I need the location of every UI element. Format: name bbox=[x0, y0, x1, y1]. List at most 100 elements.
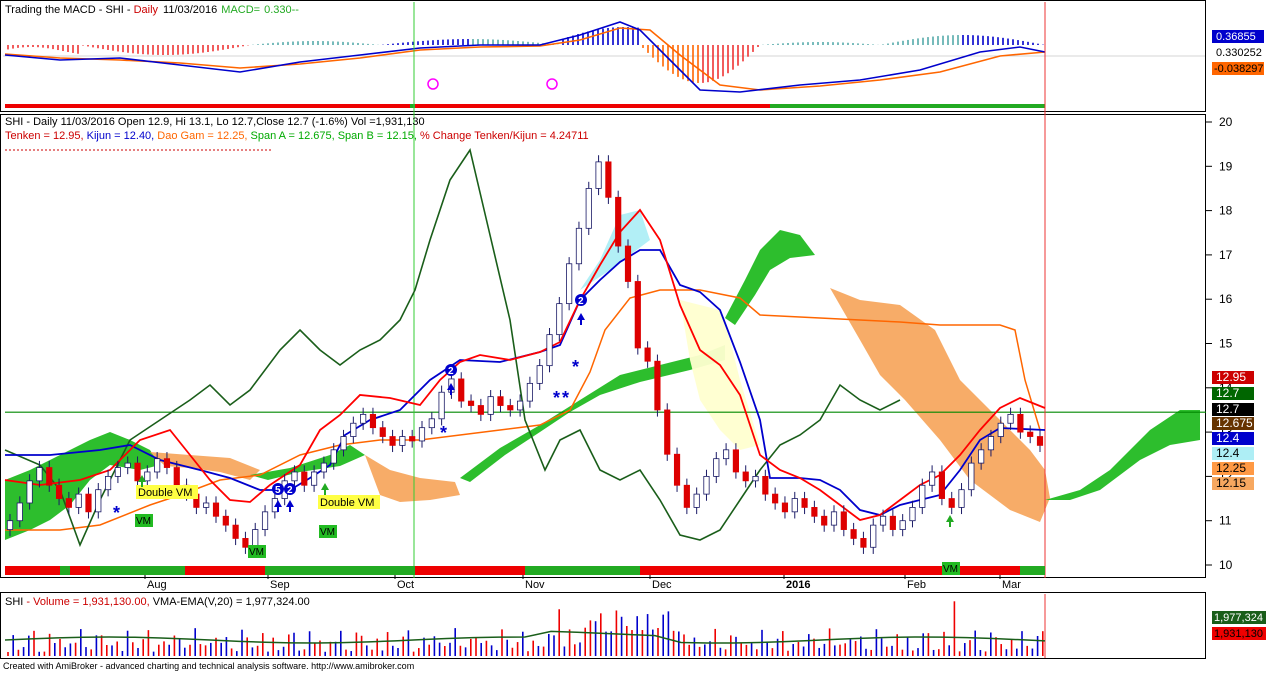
annotation-vm-1: VM bbox=[136, 516, 151, 527]
candle-body bbox=[487, 396, 494, 415]
candle-body bbox=[624, 245, 632, 282]
candlestick-layer bbox=[6, 155, 1044, 554]
annotation-vm-4-bg bbox=[942, 562, 960, 575]
signal-segment bbox=[5, 566, 90, 575]
macd-signal-bar-green2 bbox=[770, 104, 1045, 108]
candle-body bbox=[781, 502, 789, 513]
annotation-double-vm-1: Double VM bbox=[138, 487, 192, 499]
candle-body bbox=[173, 467, 180, 486]
candle-body bbox=[85, 493, 92, 513]
macd-signal-bar bbox=[5, 104, 1045, 108]
candle bbox=[134, 456, 141, 488]
right-price-label: 12.4 bbox=[1216, 446, 1240, 460]
signal-markers: *** **5 222 bbox=[113, 294, 954, 527]
candle-body bbox=[291, 471, 298, 482]
candle-body bbox=[929, 471, 936, 486]
signal-segment bbox=[415, 566, 525, 575]
candle-body bbox=[879, 515, 887, 526]
candle-body bbox=[75, 493, 82, 508]
candle-body bbox=[889, 515, 896, 530]
annotation-double-vm-2-bg bbox=[318, 495, 380, 509]
candle bbox=[369, 407, 377, 435]
candle bbox=[938, 465, 945, 506]
candle-body bbox=[477, 405, 484, 415]
candle-body bbox=[360, 413, 367, 424]
annotation-vm-2: VM bbox=[249, 547, 264, 558]
candle bbox=[909, 500, 916, 528]
candle bbox=[428, 412, 435, 435]
up-arrow-marker bbox=[138, 475, 146, 487]
up-arrow-marker bbox=[577, 313, 585, 325]
candle-body bbox=[36, 467, 43, 482]
annotation-double-vm-1-bg bbox=[136, 485, 198, 499]
candle-body bbox=[987, 436, 995, 451]
y-tick-label: 19 bbox=[1219, 159, 1233, 173]
candle-body bbox=[418, 427, 426, 442]
candle-body bbox=[65, 498, 72, 508]
candle bbox=[615, 190, 622, 253]
annotation-vm-2-bg bbox=[248, 545, 266, 558]
candle bbox=[693, 487, 700, 515]
y-tick-label: 20 bbox=[1219, 115, 1233, 129]
candle bbox=[497, 390, 504, 413]
signal-segment bbox=[185, 566, 265, 575]
candle-body bbox=[948, 498, 955, 508]
x-tick-label: Mar bbox=[1002, 579, 1021, 591]
macd-label-bg-3 bbox=[1212, 62, 1264, 75]
x-tick-label: Dec bbox=[652, 579, 672, 591]
cloud-bull-5 bbox=[1045, 410, 1200, 500]
candle bbox=[811, 500, 818, 523]
footer-credit: Created with AmiBroker - advanced charti… bbox=[3, 661, 414, 671]
candle bbox=[860, 531, 867, 554]
candle bbox=[203, 496, 210, 515]
candle bbox=[242, 531, 249, 554]
candle bbox=[467, 394, 475, 413]
candle-body bbox=[840, 511, 847, 530]
candle bbox=[987, 429, 995, 457]
up-arrow-marker bbox=[946, 515, 954, 527]
candle-body bbox=[320, 462, 327, 473]
candle-body bbox=[703, 475, 710, 495]
candle-body bbox=[762, 475, 769, 495]
candle-body bbox=[311, 471, 318, 486]
candle bbox=[703, 469, 710, 501]
candle bbox=[742, 465, 749, 488]
candle bbox=[723, 443, 730, 466]
candle bbox=[389, 429, 396, 453]
candle-body bbox=[497, 396, 504, 406]
candle-body bbox=[242, 538, 249, 548]
candle-body bbox=[644, 347, 651, 362]
right-price-label: 12.4 bbox=[1216, 431, 1240, 445]
candle-body bbox=[713, 458, 720, 477]
candle bbox=[360, 407, 367, 430]
candle-body bbox=[144, 471, 151, 482]
candle-body bbox=[163, 458, 171, 468]
circled-number-marker: 5 bbox=[272, 483, 284, 496]
candle bbox=[732, 443, 739, 479]
marker-circle bbox=[445, 364, 457, 376]
macd-label-bg-1 bbox=[1212, 30, 1264, 43]
candle bbox=[320, 456, 327, 479]
signal-segment bbox=[525, 566, 640, 575]
candle bbox=[95, 483, 102, 519]
up-arrow-marker bbox=[286, 500, 294, 512]
candle-body bbox=[46, 467, 53, 486]
candle bbox=[144, 465, 151, 488]
candle-body bbox=[683, 484, 690, 508]
candle-body bbox=[997, 422, 1004, 437]
candle-body bbox=[507, 405, 514, 411]
candle bbox=[801, 491, 808, 515]
cloud-bear-2 bbox=[365, 455, 460, 502]
candle-body bbox=[222, 515, 229, 526]
candle-body bbox=[301, 471, 308, 486]
volume-header: SHI - Volume = 1,931,130.00, VMA-EMA(V,2… bbox=[5, 596, 310, 608]
right-price-label-bg bbox=[1212, 462, 1254, 475]
candle bbox=[517, 394, 524, 417]
candle-body bbox=[517, 400, 524, 411]
candle-body bbox=[428, 418, 435, 429]
signal-bar bbox=[5, 566, 1045, 575]
kijun-line bbox=[5, 249, 1046, 516]
candle bbox=[713, 452, 720, 484]
